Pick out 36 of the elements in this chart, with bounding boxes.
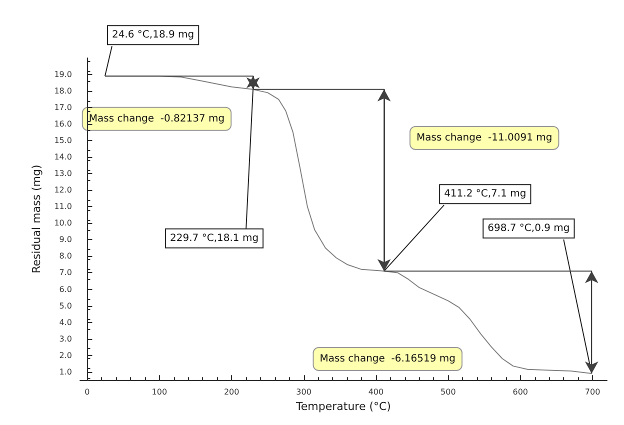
y-tick-label: 9.0 xyxy=(59,235,72,244)
y-tick-label: 2.0 xyxy=(59,350,72,360)
annotation: 229.7 °C,18.1 mg xyxy=(170,232,259,244)
annotation: 698.7 °C,0.9 mg xyxy=(488,222,570,234)
x-tick-label: 700 xyxy=(584,388,600,397)
annotation: 411.2 °C,7.1 mg xyxy=(444,188,526,200)
annotation: Mass change -11.0091 mg xyxy=(416,132,552,144)
y-tick-label: 6.0 xyxy=(59,284,72,294)
y-tick-label: 3.0 xyxy=(59,334,72,344)
y-tick-label: 17.0 xyxy=(54,103,72,112)
annotation: 24.6 °C,18.9 mg xyxy=(112,30,194,41)
x-tick-label: 400 xyxy=(368,388,384,397)
y-tick-label: 11.0 xyxy=(54,202,72,212)
x-tick-label: 0 xyxy=(84,388,90,397)
y-tick-label: 8.0 xyxy=(59,252,72,261)
x-axis-title: Temperature (°C) xyxy=(295,400,391,413)
y-tick-label: 1.0 xyxy=(59,367,72,376)
x-tick-label: 300 xyxy=(296,388,312,397)
x-tick-label: 100 xyxy=(152,388,168,397)
y-tick-label: 13.0 xyxy=(54,169,72,178)
y-tick-label: 4.0 xyxy=(59,318,72,327)
annotation: Mass change -0.82137 mg xyxy=(88,113,225,124)
y-tick-label: 7.0 xyxy=(59,268,72,278)
x-tick-label: 500 xyxy=(440,388,456,397)
y-tick-label: 10.0 xyxy=(54,218,72,228)
annotation: Mass change -6.16519 mg xyxy=(320,354,456,364)
y-tick-label: 5.0 xyxy=(59,301,72,310)
x-tick-label: 600 xyxy=(512,388,528,397)
x-tick-label: 200 xyxy=(224,388,240,397)
y-tick-label: 14.0 xyxy=(54,152,72,162)
y-tick-label: 12.0 xyxy=(54,186,72,195)
y-tick-label: 16.0 xyxy=(54,120,72,129)
y-tick-label: 15.0 xyxy=(54,136,72,146)
y-tick-label: 18.0 xyxy=(54,86,72,96)
y-tick-label: 19.0 xyxy=(54,70,72,80)
y-axis-title: Residual mass (mg) xyxy=(30,164,43,274)
